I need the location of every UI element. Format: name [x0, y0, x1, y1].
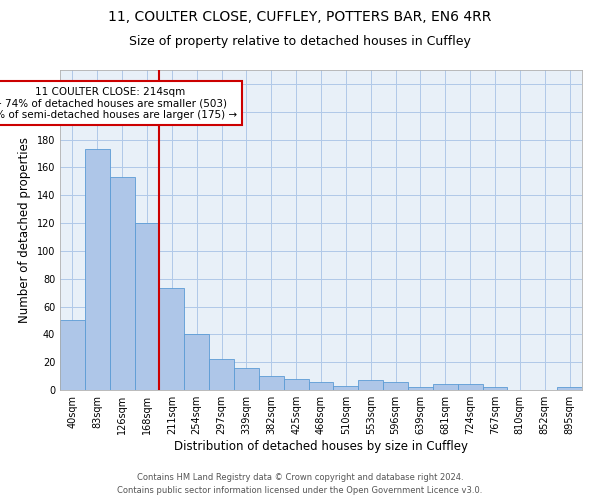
- Bar: [60, 320, 85, 390]
- Y-axis label: Number of detached properties: Number of detached properties: [18, 137, 31, 323]
- Bar: [209, 360, 234, 390]
- Bar: [334, 386, 358, 390]
- Bar: [85, 150, 110, 390]
- Bar: [433, 384, 458, 390]
- X-axis label: Distribution of detached houses by size in Cuffley: Distribution of detached houses by size …: [174, 440, 468, 453]
- Bar: [482, 387, 508, 390]
- Text: Size of property relative to detached houses in Cuffley: Size of property relative to detached ho…: [129, 35, 471, 48]
- Text: 11 COULTER CLOSE: 214sqm
← 74% of detached houses are smaller (503)
26% of semi-: 11 COULTER CLOSE: 214sqm ← 74% of detach…: [0, 86, 237, 120]
- Bar: [259, 376, 284, 390]
- Bar: [308, 382, 334, 390]
- Text: Contains HM Land Registry data © Crown copyright and database right 2024.
Contai: Contains HM Land Registry data © Crown c…: [118, 474, 482, 495]
- Text: 11, COULTER CLOSE, CUFFLEY, POTTERS BAR, EN6 4RR: 11, COULTER CLOSE, CUFFLEY, POTTERS BAR,…: [109, 10, 491, 24]
- Bar: [557, 387, 582, 390]
- Bar: [284, 379, 308, 390]
- Bar: [383, 382, 408, 390]
- Bar: [358, 380, 383, 390]
- Bar: [234, 368, 259, 390]
- Bar: [134, 223, 160, 390]
- Bar: [408, 387, 433, 390]
- Bar: [458, 384, 482, 390]
- Bar: [160, 288, 184, 390]
- Bar: [184, 334, 209, 390]
- Bar: [110, 177, 134, 390]
